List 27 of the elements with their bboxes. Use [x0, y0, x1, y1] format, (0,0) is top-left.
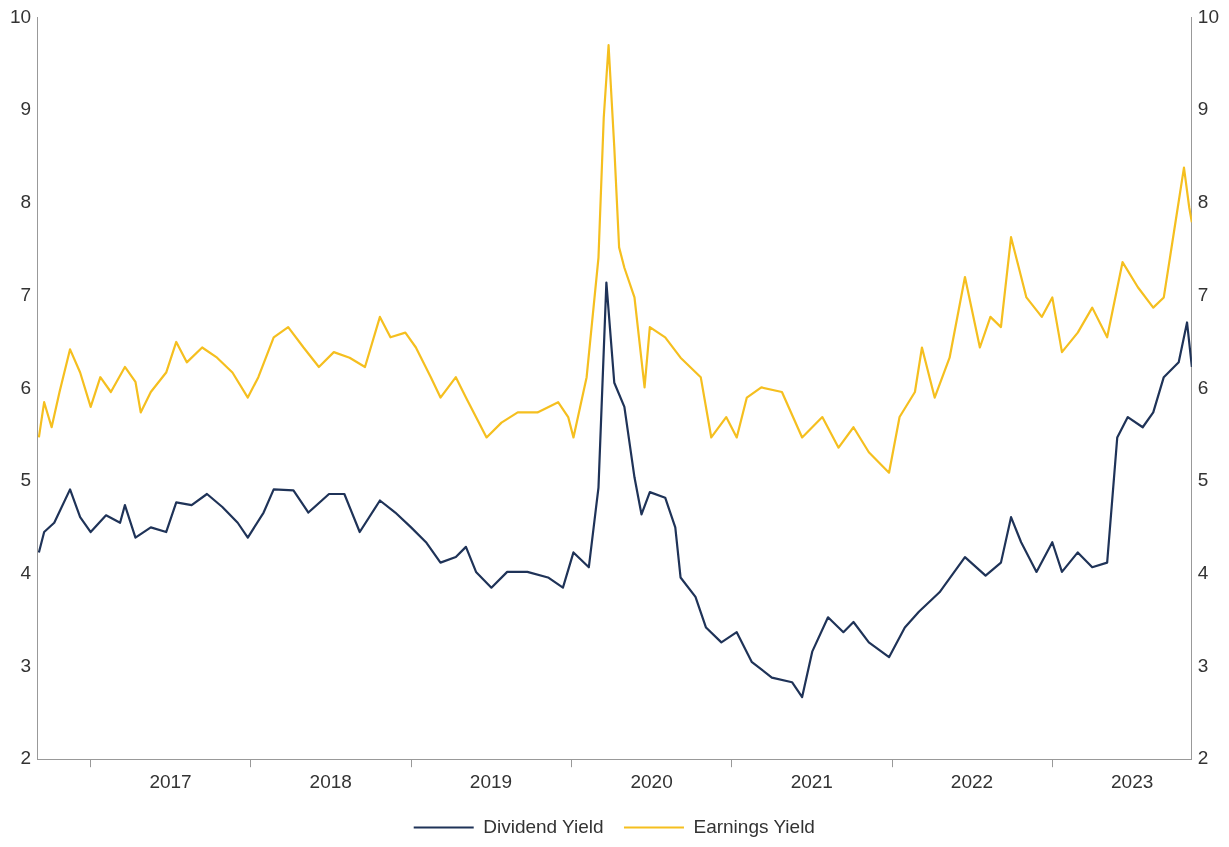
y2-tick-label: 9: [1197, 98, 1209, 120]
y2-tick-label: 4: [1197, 561, 1209, 583]
y2-tick-label: 2: [1197, 747, 1209, 769]
y-tick-label: 4: [20, 561, 32, 583]
y-tick-label: 3: [20, 654, 32, 676]
y2-tick-label: 8: [1197, 191, 1209, 213]
x-tick-label: 2022: [950, 770, 994, 792]
y-tick-label: 2: [20, 747, 32, 769]
y2-tick-label: 5: [1197, 469, 1209, 491]
x-tick-label: 2019: [469, 770, 513, 792]
y2-tick-label: 7: [1197, 283, 1209, 305]
x-tick-label: 2017: [149, 770, 192, 792]
x-tick-label: 2018: [309, 770, 352, 792]
y2-tick-label: 3: [1197, 654, 1209, 676]
y-tick-label: 5: [20, 469, 32, 491]
y-tick-label: 10: [9, 5, 32, 27]
y-tick-label: 7: [20, 283, 32, 305]
y-tick-label: 6: [20, 376, 32, 398]
y2-tick-label: 10: [1197, 5, 1220, 27]
x-tick-label: 2021: [790, 770, 833, 792]
legend-label: Earnings Yield: [693, 815, 815, 837]
legend-label: Dividend Yield: [483, 815, 604, 837]
y2-tick-label: 6: [1197, 376, 1209, 398]
y-tick-label: 9: [20, 98, 32, 120]
x-tick-label: 2023: [1111, 770, 1154, 792]
x-tick-label: 2020: [630, 770, 673, 792]
y-tick-label: 8: [20, 191, 32, 213]
